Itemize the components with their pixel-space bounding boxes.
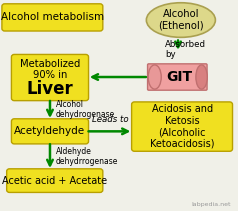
- Text: Alcohol metabolism: Alcohol metabolism: [1, 12, 104, 22]
- FancyBboxPatch shape: [7, 169, 103, 192]
- Ellipse shape: [196, 65, 207, 89]
- FancyBboxPatch shape: [11, 119, 89, 144]
- Text: GIT: GIT: [167, 70, 193, 84]
- Text: labpedia.net: labpedia.net: [191, 202, 231, 207]
- Text: Acetyldehyde: Acetyldehyde: [15, 126, 85, 136]
- Text: Metabolized
90% in: Metabolized 90% in: [20, 58, 80, 80]
- Text: Leads to: Leads to: [92, 115, 128, 124]
- Text: Aldehyde
dehydrrogenase: Aldehyde dehydrrogenase: [56, 147, 118, 166]
- Ellipse shape: [148, 65, 161, 89]
- Text: Acetic acid + Acetate: Acetic acid + Acetate: [2, 176, 107, 186]
- FancyBboxPatch shape: [2, 4, 103, 31]
- FancyBboxPatch shape: [148, 64, 207, 90]
- Text: Alcohol
(Ethenol): Alcohol (Ethenol): [158, 9, 204, 31]
- FancyBboxPatch shape: [11, 54, 89, 101]
- Text: Absorbed
by: Absorbed by: [165, 40, 206, 59]
- Ellipse shape: [146, 3, 215, 37]
- Text: Acidosis and
Ketosis
(Alcoholic
Ketoacidosis): Acidosis and Ketosis (Alcoholic Ketoacid…: [150, 104, 214, 149]
- Text: Alcohol
dehydrogenase: Alcohol dehydrogenase: [56, 100, 115, 119]
- Text: Liver: Liver: [27, 80, 73, 98]
- FancyBboxPatch shape: [132, 102, 233, 151]
